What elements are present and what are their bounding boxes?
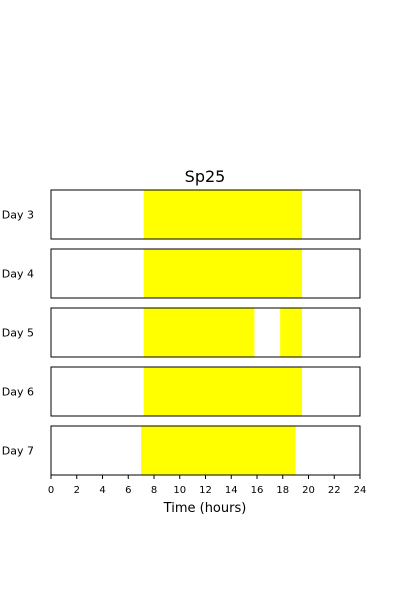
activity-bar (143, 190, 303, 239)
x-tick-label: 12 (199, 485, 212, 496)
row-frame (50, 307, 361, 358)
day-row: Day 3 (2, 189, 361, 240)
activity-bar (280, 308, 303, 357)
day-row: Day 7 (2, 425, 361, 476)
day-row: Day 4 (2, 248, 361, 299)
activity-bar (143, 308, 255, 357)
row-label: Day 5 (2, 327, 34, 340)
x-axis: 0 2 4 6 8 10 12 14 16 18 20 22 24 (48, 475, 367, 496)
x-axis-label: Time (hours) (163, 501, 247, 516)
x-tick-label: 6 (125, 485, 131, 496)
day-row: Day 5 (2, 307, 361, 358)
row-frame (50, 248, 361, 299)
rows-layer: Day 3 Day 4 Day 5 Day 6 Day 7 (2, 189, 361, 476)
row-frame (50, 189, 361, 240)
activity-bar (141, 426, 296, 475)
x-tick-label: 14 (225, 485, 238, 496)
x-tick-label: 2 (74, 485, 80, 496)
row-label: Day 6 (2, 386, 34, 399)
x-tick-label: 24 (354, 485, 367, 496)
x-tick-label: 10 (173, 485, 186, 496)
row-label: Day 7 (2, 445, 34, 458)
row-frame (50, 366, 361, 417)
x-tick-label: 8 (151, 485, 157, 496)
activity-bar (143, 249, 303, 298)
x-tick-label: 18 (276, 485, 289, 496)
x-tick-label: 20 (302, 485, 315, 496)
chart-title: Sp25 (185, 167, 226, 186)
x-tick-label: 0 (48, 485, 54, 496)
x-tick-label: 4 (99, 485, 105, 496)
x-tick-label: 16 (251, 485, 264, 496)
day-row: Day 6 (2, 366, 361, 417)
row-label: Day 3 (2, 209, 34, 222)
row-label: Day 4 (2, 268, 34, 281)
x-tick-label: 22 (328, 485, 341, 496)
activity-bar (143, 367, 303, 416)
